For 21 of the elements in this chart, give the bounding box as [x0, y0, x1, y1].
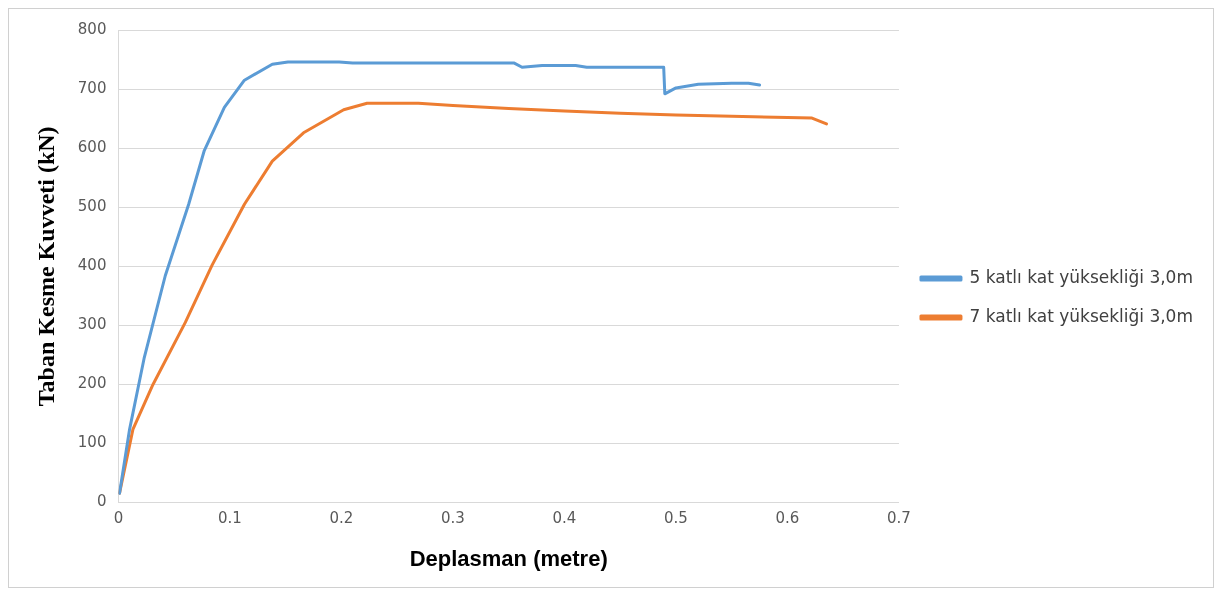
x-tick-label: 0.2 [329, 509, 354, 528]
legend-label: 5 katlı kat yüksekliği 3,0m [969, 266, 1194, 287]
y-tick-label: 600 [77, 138, 107, 157]
y-tick-label: 300 [77, 315, 107, 334]
x-tick-label: 0.6 [775, 509, 800, 528]
y-tick-label: 0 [96, 492, 107, 511]
y-tick-label: 500 [77, 197, 107, 216]
legend-label: 7 katlı kat yüksekliği 3,0m [969, 305, 1194, 326]
y-tick-label: 400 [77, 256, 107, 275]
x-axis-title: Deplasman (metre) [409, 545, 608, 571]
x-tick-label: 0.3 [441, 509, 465, 528]
x-tick-label: 0 [113, 509, 124, 528]
x-tick-label: 0.5 [664, 509, 688, 528]
x-tick-label: 0.4 [552, 509, 577, 528]
y-tick-label: 700 [77, 78, 107, 97]
x-tick-label: 0.1 [218, 509, 242, 528]
y-axis-title: Taban Kesme Kuvveti (kN) [32, 126, 59, 407]
y-tick-label: 800 [77, 19, 107, 38]
y-tick-label: 100 [77, 433, 107, 452]
y-tick-label: 200 [77, 374, 107, 393]
x-tick-label: 0.7 [887, 509, 911, 528]
